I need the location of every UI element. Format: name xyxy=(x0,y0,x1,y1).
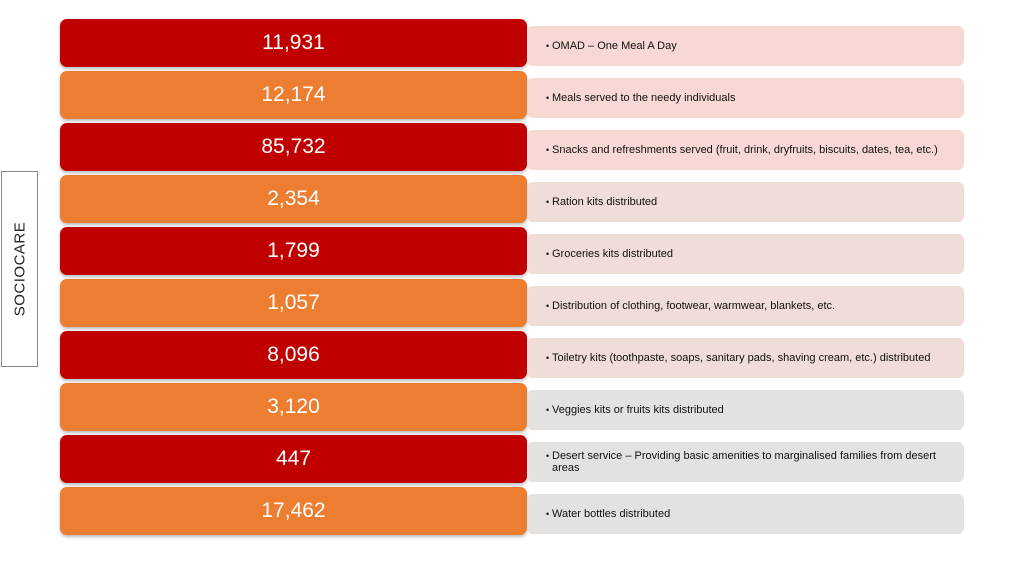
stat-row-snacks: 85,732 Snacks and refreshments served (f… xyxy=(60,123,965,171)
stat-row-veggies: 3,120 Veggies kits or fruits kits distri… xyxy=(60,383,965,431)
stat-row-meals: 12,174 Meals served to the needy individ… xyxy=(60,71,965,119)
stat-description: Snacks and refreshments served (fruit, d… xyxy=(546,144,938,156)
stat-value-box: 1,057 xyxy=(60,279,527,327)
stat-description-box: Distribution of clothing, footwear, warm… xyxy=(527,286,964,326)
stat-description-box: Water bottles distributed xyxy=(527,494,964,534)
stat-value: 11,931 xyxy=(262,31,325,54)
stat-description-box: Ration kits distributed xyxy=(527,182,964,222)
stat-value-box: 1,799 xyxy=(60,227,527,275)
stat-value-box: 2,354 xyxy=(60,175,527,223)
stat-description: Toiletry kits (toothpaste, soaps, sanita… xyxy=(546,352,930,364)
stat-value-box: 3,120 xyxy=(60,383,527,431)
stat-description-box: Toiletry kits (toothpaste, soaps, sanita… xyxy=(527,338,964,378)
stat-value-box: 8,096 xyxy=(60,331,527,379)
stat-value: 2,354 xyxy=(267,187,320,210)
stat-description-box: Groceries kits distributed xyxy=(527,234,964,274)
stat-description: Distribution of clothing, footwear, warm… xyxy=(546,300,835,312)
stat-value: 17,462 xyxy=(261,499,326,522)
stat-description: Meals served to the needy individuals xyxy=(546,92,735,104)
stat-row-toiletry: 8,096 Toiletry kits (toothpaste, soaps, … xyxy=(60,331,965,379)
stat-value: 3,120 xyxy=(267,395,320,418)
stat-description: Water bottles distributed xyxy=(546,508,670,520)
stat-row-groceries: 1,799 Groceries kits distributed xyxy=(60,227,965,275)
stat-value: 1,799 xyxy=(267,239,320,262)
stat-value: 1,057 xyxy=(267,291,320,314)
stat-row-ration: 2,354 Ration kits distributed xyxy=(60,175,965,223)
stat-value-box: 12,174 xyxy=(60,71,527,119)
stat-description: Ration kits distributed xyxy=(546,196,657,208)
stat-row-omad: 11,931 OMAD – One Meal A Day xyxy=(60,19,965,67)
stat-value-box: 447 xyxy=(60,435,527,483)
stat-value: 8,096 xyxy=(267,343,320,366)
stat-value-box: 11,931 xyxy=(60,19,527,67)
stat-description-box: Desert service – Providing basic ameniti… xyxy=(527,442,964,482)
stat-description: Veggies kits or fruits kits distributed xyxy=(546,404,724,416)
stat-description-box: OMAD – One Meal A Day xyxy=(527,26,964,66)
stat-value-box: 85,732 xyxy=(60,123,527,171)
stat-row-clothing: 1,057 Distribution of clothing, footwear… xyxy=(60,279,965,327)
stat-value-box: 17,462 xyxy=(60,487,527,535)
stat-description-box: Snacks and refreshments served (fruit, d… xyxy=(527,130,964,170)
stat-value: 85,732 xyxy=(261,135,326,158)
stat-value: 12,174 xyxy=(261,83,326,106)
stat-row-desert: 447 Desert service – Providing basic ame… xyxy=(60,435,965,483)
sociocare-side-box: SOCIOCARE xyxy=(1,171,38,367)
stat-description-box: Meals served to the needy individuals xyxy=(527,78,964,118)
stat-description: OMAD – One Meal A Day xyxy=(546,40,677,52)
stat-description: Desert service – Providing basic ameniti… xyxy=(546,450,954,474)
stat-description-box: Veggies kits or fruits kits distributed xyxy=(527,390,964,430)
stat-description: Groceries kits distributed xyxy=(546,248,673,260)
stat-row-water: 17,462 Water bottles distributed xyxy=(60,487,965,535)
stat-value: 447 xyxy=(275,447,312,470)
